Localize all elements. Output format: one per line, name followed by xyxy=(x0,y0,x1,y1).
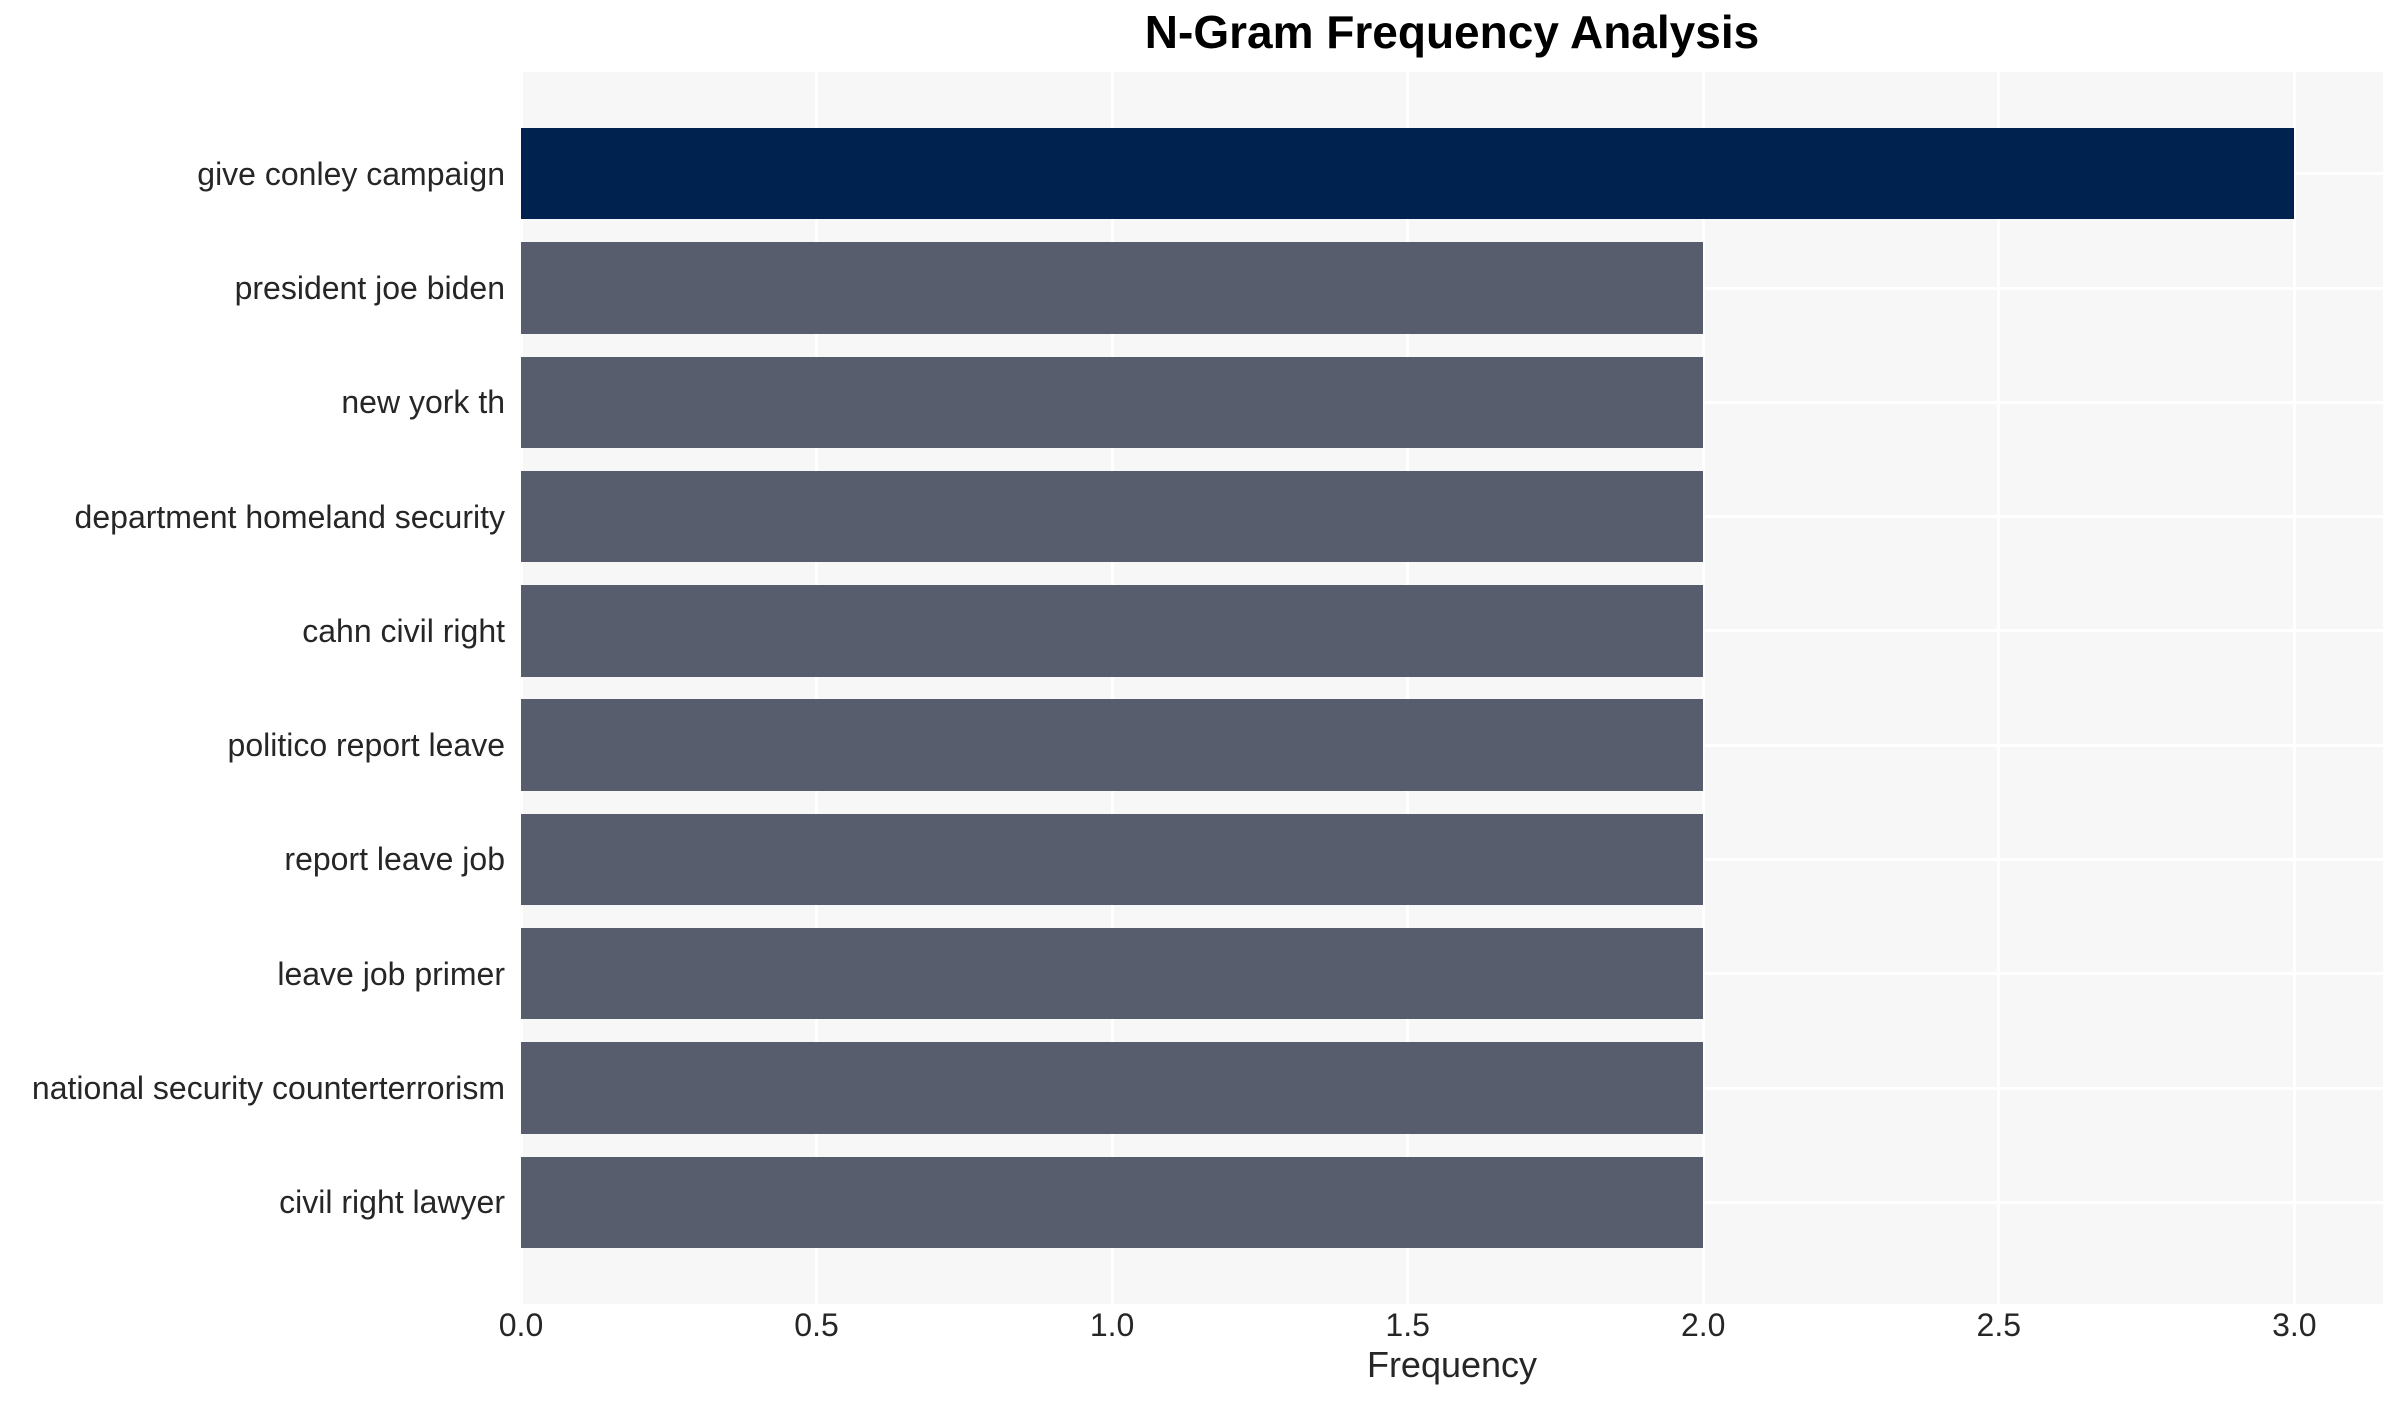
y-axis-label: leave job primer xyxy=(277,955,505,992)
y-axis-label: cahn civil right xyxy=(302,612,505,649)
bar xyxy=(521,242,1704,334)
gridline-vertical xyxy=(2292,72,2296,1304)
x-tick-label: 2.5 xyxy=(1976,1307,2021,1343)
bar xyxy=(521,928,1704,1020)
y-axis-label: civil right lawyer xyxy=(279,1184,505,1221)
bar xyxy=(521,813,1704,906)
gridline-vertical xyxy=(521,72,523,1304)
y-axis-label: report leave job xyxy=(284,841,505,878)
y-axis-label: president joe biden xyxy=(234,270,505,306)
y-axis-label: department homeland security xyxy=(74,498,505,535)
bar xyxy=(521,699,1704,791)
bar xyxy=(521,128,2295,220)
y-axis-label: politico report leave xyxy=(227,727,505,764)
x-tick-label: 1.0 xyxy=(1089,1307,1135,1343)
bar xyxy=(521,1042,1704,1134)
y-axis-label: national security counterterrorism xyxy=(31,1070,505,1106)
x-tick-label: 2.0 xyxy=(1680,1307,1726,1343)
x-tick-label: 3.0 xyxy=(2272,1307,2317,1343)
gridline-vertical xyxy=(1997,72,2001,1304)
bar xyxy=(521,356,1704,448)
bar xyxy=(521,585,1704,677)
y-axis-label: new york th xyxy=(341,384,505,421)
gridline-vertical xyxy=(1406,72,1410,1304)
x-axis-title: Frequency xyxy=(1366,1344,1538,1385)
y-axis-label: give conley campaign xyxy=(197,155,505,192)
x-tick-label: 0.0 xyxy=(498,1307,544,1343)
x-tick-label: 1.5 xyxy=(1385,1307,1430,1343)
gridline-vertical xyxy=(1110,72,1114,1304)
chart-title: N-Gram Frequency Analysis xyxy=(1144,6,1760,58)
x-tick-label: 0.5 xyxy=(794,1307,839,1343)
plot-area xyxy=(521,72,2383,1304)
gridline-vertical xyxy=(1701,72,1705,1304)
gridline-vertical xyxy=(815,72,819,1304)
bar xyxy=(521,470,1704,563)
bar xyxy=(521,1156,1704,1248)
